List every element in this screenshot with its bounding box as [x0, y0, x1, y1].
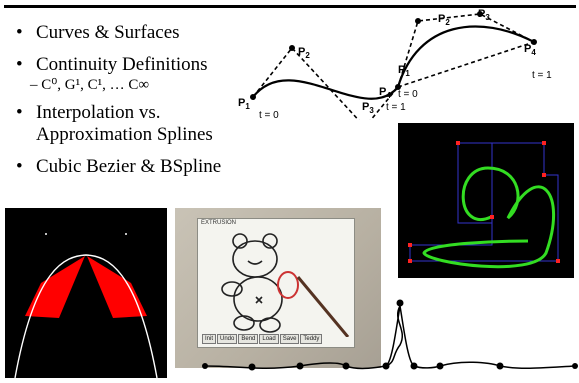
tablet-app-title: EXTRUSION [201, 220, 237, 226]
right-control-polygon [397, 13, 535, 88]
white-curve [14, 254, 158, 379]
label-left-t0: t = 0 [259, 110, 279, 120]
bullet-interpolation: Interpolation vs. Approximation Splines [16, 102, 221, 146]
spline-example-panel [398, 123, 574, 278]
tablet-bend-button[interactable]: Bend [238, 334, 259, 344]
continuity-rope-diagram [202, 299, 578, 371]
bullet-curves-surfaces: Curves & Surfaces [16, 22, 221, 44]
tablet-undo-button[interactable]: Undo [217, 334, 238, 344]
red-right-region [87, 256, 147, 318]
left-control-polygon [252, 46, 399, 120]
red-curve-figure [14, 233, 158, 379]
bullet-interpolation-line1: Interpolation vs. [36, 102, 161, 123]
tablet-sketch-photo: EXTRUSION Init Undo Bend Load [175, 208, 381, 368]
green-spline-figure [408, 141, 560, 269]
tablet-screen: EXTRUSION Init Undo Bend Load [197, 218, 355, 348]
control-polygons [252, 13, 535, 120]
title-rule [4, 5, 576, 8]
topic-list: Curves & Surfaces Continuity Definitions… [16, 22, 221, 178]
label-left-p4: P4 [379, 86, 391, 100]
tablet-init-button[interactable]: Init [202, 334, 217, 344]
chord-line [397, 41, 535, 88]
control-point [395, 84, 401, 90]
label-left-p3: P3 [362, 101, 374, 115]
label-right-p4: P4 [524, 43, 536, 57]
left-bezier-curve [252, 79, 399, 100]
bullet-continuity: Continuity Definitions [16, 54, 221, 76]
right-bezier-curve [396, 25, 535, 88]
rope-knots [202, 299, 578, 371]
tablet-save-button[interactable]: Save [279, 334, 300, 344]
tablet-teddy-button[interactable]: Teddy [300, 334, 323, 344]
red-left-region [25, 256, 85, 318]
teddy-bear-sketch [221, 233, 350, 337]
control-point [250, 94, 256, 100]
label-right-p3: P3 [478, 8, 490, 22]
bullet-interpolation-line2: Approximation Splines [36, 124, 213, 145]
label-right-p2: P2 [438, 13, 450, 27]
label-left-p2: P2 [298, 46, 310, 60]
label-right-p1: P1 [398, 64, 410, 78]
label-left-p1: P1 [238, 97, 250, 111]
control-point [477, 11, 483, 17]
continuity-subitem: – C⁰, G¹, C¹, … C∞ [30, 77, 150, 93]
bezier-diagram: P1 P2 P3 P4 P1 P2 P3 P4 t = 0 t = 1 t = … [238, 8, 552, 120]
red-control-points [408, 141, 560, 263]
tablet-load-button[interactable]: Load [259, 334, 279, 344]
rope-curve [204, 305, 576, 370]
label-right-t1: t = 1 [532, 70, 552, 81]
subdivision-example-panel [5, 208, 167, 379]
tablet-toolbar: Init Undo Bend Load Save Teddy [202, 334, 323, 344]
bullet-cubic-bezier: Cubic Bezier & BSpline [16, 156, 221, 178]
control-point [415, 18, 421, 24]
green-spline-curve [422, 166, 555, 269]
rope-loop [385, 305, 403, 367]
label-left-t1: t = 1 [386, 102, 406, 113]
control-point [531, 39, 537, 45]
control-points [250, 11, 537, 100]
stylus [296, 276, 350, 337]
control-point [289, 45, 295, 51]
label-right-t0: t = 0 [398, 89, 418, 100]
